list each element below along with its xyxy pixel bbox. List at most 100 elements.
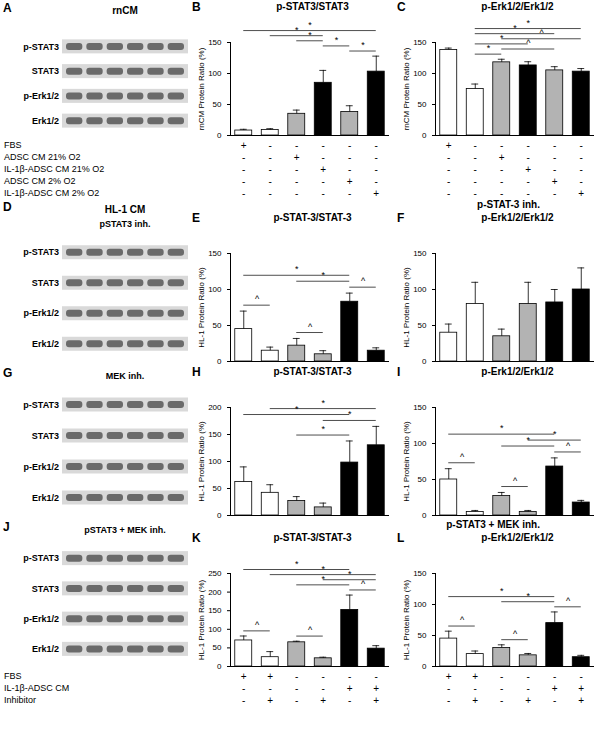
svg-text:+: +: [241, 140, 247, 151]
svg-text:Erk1/2: Erk1/2: [32, 644, 59, 654]
svg-text:*: *: [308, 20, 312, 30]
svg-text:100: 100: [413, 600, 427, 609]
svg-text:-: -: [553, 188, 556, 199]
svg-text:Erk1/2: Erk1/2: [32, 116, 59, 126]
svg-text:*: *: [526, 435, 530, 445]
svg-text:*: *: [553, 429, 557, 439]
svg-text:p-Erk1/2: p-Erk1/2: [23, 614, 59, 624]
svg-text:100: 100: [413, 439, 427, 448]
svg-text:*: *: [513, 23, 517, 33]
svg-text:^: ^: [255, 620, 260, 630]
svg-text:-: -: [348, 188, 351, 199]
svg-text:-: -: [322, 188, 325, 199]
svg-text:HL-1 Protein Ratio (%): HL-1 Protein Ratio (%): [197, 579, 206, 660]
svg-text:G: G: [3, 366, 12, 380]
svg-text:*: *: [500, 33, 504, 43]
svg-text:0: 0: [422, 662, 427, 671]
svg-text:-: -: [348, 140, 351, 151]
svg-text:+: +: [578, 188, 584, 199]
svg-text:-: -: [447, 152, 450, 163]
svg-text:-: -: [474, 164, 477, 175]
svg-text:+: +: [373, 188, 379, 199]
svg-text:+: +: [446, 671, 452, 682]
svg-text:^: ^: [255, 294, 260, 304]
svg-text:+: +: [373, 695, 379, 706]
svg-text:+: +: [578, 683, 584, 694]
svg-text:-: -: [242, 683, 245, 694]
svg-text:p-STAT3: p-STAT3: [23, 247, 59, 257]
svg-text:-: -: [474, 188, 477, 199]
svg-text:*: *: [526, 18, 530, 28]
svg-text:+: +: [267, 671, 273, 682]
svg-text:-: -: [322, 683, 325, 694]
svg-text:Erk1/2: Erk1/2: [32, 339, 59, 349]
svg-text:100: 100: [208, 457, 222, 466]
svg-text:Erk1/2: Erk1/2: [32, 493, 59, 503]
svg-text:*: *: [321, 270, 325, 280]
svg-text:50: 50: [213, 100, 222, 109]
svg-text:-: -: [269, 683, 272, 694]
svg-text:-: -: [447, 695, 450, 706]
svg-text:+: +: [472, 671, 478, 682]
svg-text:-: -: [322, 152, 325, 163]
svg-text:+: +: [578, 695, 584, 706]
svg-text:-: -: [447, 164, 450, 175]
svg-text:-: -: [447, 188, 450, 199]
svg-text:0: 0: [422, 357, 427, 366]
svg-text:-: -: [322, 140, 325, 151]
svg-text:-: -: [375, 152, 378, 163]
svg-text:-: -: [295, 164, 298, 175]
svg-text:100: 100: [208, 625, 222, 634]
svg-text:100: 100: [208, 69, 222, 78]
svg-text:200: 200: [208, 588, 222, 597]
svg-text:-: -: [527, 683, 530, 694]
svg-text:-: -: [527, 176, 530, 187]
svg-text:pSTAT3 inh.: pSTAT3 inh.: [99, 219, 150, 229]
svg-text:rnCM: rnCM: [112, 5, 138, 16]
svg-text:150: 150: [208, 38, 222, 47]
svg-text:-: -: [553, 671, 556, 682]
svg-text:*: *: [500, 423, 504, 433]
svg-text:-: -: [295, 695, 298, 706]
svg-text:-: -: [322, 176, 325, 187]
svg-text:50: 50: [418, 100, 427, 109]
svg-text:150: 150: [208, 606, 222, 615]
svg-text:HL-1 Protein Ratio (%): HL-1 Protein Ratio (%): [402, 579, 411, 660]
svg-text:p-STAT3: p-STAT3: [23, 400, 59, 410]
svg-text:-: -: [348, 152, 351, 163]
svg-text:-: -: [500, 164, 503, 175]
svg-text:rnCM Protein Ratio (%): rnCM Protein Ratio (%): [402, 47, 411, 130]
svg-text:-: -: [553, 140, 556, 151]
svg-text:p-Erk1/2: p-Erk1/2: [23, 91, 59, 101]
svg-text:+: +: [525, 164, 531, 175]
svg-text:-: -: [580, 164, 583, 175]
svg-text:*: *: [348, 409, 352, 419]
svg-text:*: *: [526, 591, 530, 601]
svg-text:*: *: [500, 586, 504, 596]
svg-text:150: 150: [413, 38, 427, 47]
svg-text:^: ^: [513, 476, 518, 486]
svg-text:-: -: [269, 188, 272, 199]
svg-text:*: *: [321, 564, 325, 574]
svg-text:-: -: [295, 140, 298, 151]
svg-text:J: J: [3, 520, 10, 534]
svg-text:-: -: [242, 152, 245, 163]
svg-text:p-STAT3: p-STAT3: [23, 42, 59, 52]
svg-text:^: ^: [361, 276, 366, 286]
svg-text:-: -: [500, 188, 503, 199]
svg-text:HL-1 Protein Ratio (%): HL-1 Protein Ratio (%): [197, 421, 206, 502]
svg-text:-: -: [447, 176, 450, 187]
svg-text:150: 150: [208, 430, 222, 439]
svg-text:-: -: [474, 176, 477, 187]
svg-text:-: -: [269, 140, 272, 151]
svg-text:0: 0: [217, 662, 222, 671]
svg-text:+: +: [373, 683, 379, 694]
svg-text:-: -: [322, 671, 325, 682]
svg-text:^: ^: [526, 38, 531, 48]
svg-text:-: -: [242, 164, 245, 175]
svg-text:^: ^: [460, 452, 465, 462]
svg-text:-: -: [269, 152, 272, 163]
svg-text:-: -: [580, 152, 583, 163]
svg-text:+: +: [267, 695, 273, 706]
svg-text:*: *: [361, 40, 365, 50]
